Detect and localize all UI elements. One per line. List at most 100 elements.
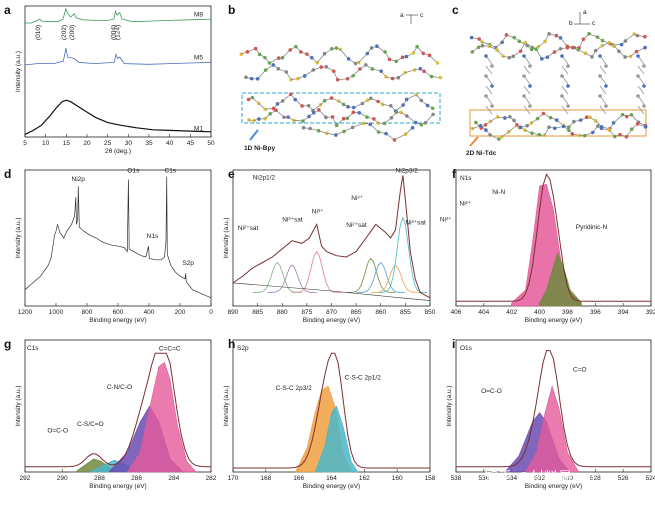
bond-line bbox=[523, 65, 531, 75]
panel-c-crystal-structure: 2D Ni-Tdc a b c bbox=[466, 9, 648, 157]
panel-letter-c: c bbox=[452, 3, 459, 17]
x-tick-label: 855 bbox=[400, 309, 411, 316]
x-axis-label: Binding energy (eV) bbox=[525, 483, 582, 490]
y-axis-label: Intensity (a.u.) bbox=[446, 385, 453, 426]
atom-dot bbox=[604, 104, 608, 108]
atom-dot bbox=[604, 84, 608, 88]
x-tick-label: 890 bbox=[228, 309, 239, 316]
pyridinic-n-peak-area bbox=[539, 252, 582, 307]
atom-dot bbox=[381, 102, 385, 107]
x-tick-label: 288 bbox=[94, 475, 105, 482]
panel-letter-h: h bbox=[228, 337, 235, 351]
atom-dot bbox=[636, 54, 640, 58]
x-tick-label: 10 bbox=[42, 140, 50, 147]
y-axis-label: Intensity (a.u.) bbox=[15, 217, 22, 258]
x-tick-label: 15 bbox=[63, 140, 71, 147]
annotation-label: (202) bbox=[61, 25, 68, 40]
background-line bbox=[232, 282, 431, 301]
annotation-label: N1s bbox=[460, 175, 472, 182]
panel-g-c1s-chart: 292 290 288 286 284 282 Binding energy (eV) Int… bbox=[15, 339, 217, 490]
atom-dot bbox=[484, 74, 488, 78]
atom-dot bbox=[490, 64, 494, 68]
x-tick-label: 162 bbox=[359, 475, 370, 482]
ni-n-peak-area bbox=[511, 184, 582, 307]
panel-letter-b: b bbox=[228, 3, 235, 17]
x-tick-label: 282 bbox=[206, 475, 217, 482]
x-tick-label: 292 bbox=[20, 475, 31, 482]
atom-dot bbox=[643, 45, 647, 50]
x-axis-label: Binding energy (eV) bbox=[303, 317, 360, 324]
annotation-label: Ni-N bbox=[492, 189, 505, 196]
bond-line bbox=[599, 105, 607, 115]
fit-component-peak bbox=[252, 261, 302, 293]
x-tick-label: 870 bbox=[326, 309, 337, 316]
atom-dot bbox=[522, 74, 526, 78]
panel-letter-g: g bbox=[4, 337, 11, 351]
fit-component-peak bbox=[356, 261, 406, 293]
atom-dot bbox=[566, 104, 570, 108]
panel-letter-a: a bbox=[4, 3, 11, 17]
annotation-label: C=O bbox=[573, 367, 587, 374]
panel-letter-d: d bbox=[4, 167, 11, 181]
atom-dot bbox=[438, 75, 443, 80]
bond-line bbox=[637, 105, 645, 115]
o1s-envelope-line bbox=[456, 350, 651, 468]
annotation-label: Ni²⁺ bbox=[440, 217, 452, 224]
legend-label: M5 bbox=[194, 55, 203, 62]
atom-dot bbox=[484, 54, 488, 58]
bond-line bbox=[406, 115, 416, 123]
y-axis-label: Intensity (a.u.) bbox=[223, 385, 230, 426]
x-tick-label: 40 bbox=[166, 140, 174, 147]
x-tick-label: 885 bbox=[252, 309, 263, 316]
x-tick-label: 160 bbox=[392, 475, 403, 482]
atom-dot bbox=[518, 125, 523, 130]
annotation-label: O1s bbox=[460, 345, 473, 352]
atom-dot bbox=[642, 64, 646, 68]
x-axis-label: Binding energy (eV) bbox=[303, 483, 360, 490]
x-tick-label: 875 bbox=[301, 309, 312, 316]
fit-component-peak bbox=[292, 250, 342, 293]
x-tick-label: 538 bbox=[451, 475, 462, 482]
caption-1d-ni-bpy: 1D Ni-Bpy bbox=[244, 145, 275, 152]
y-axis-label: Intensity (a.u.) bbox=[15, 385, 22, 426]
x-tick-label: 394 bbox=[618, 309, 629, 316]
atom-dot bbox=[431, 112, 435, 117]
c-o-peak-area bbox=[525, 385, 580, 473]
atom-dot bbox=[430, 106, 435, 111]
atom-dot bbox=[635, 122, 640, 126]
x-tick-label: 158 bbox=[425, 475, 436, 482]
panel-b-crystal-structure: 1D Ni-Bpy a c bbox=[239, 12, 443, 152]
annotation-label: Ni²⁺sat bbox=[346, 222, 367, 229]
c-c-c-peak-area bbox=[126, 361, 197, 473]
axis-label-a: a bbox=[400, 12, 404, 19]
bond-line bbox=[523, 105, 531, 115]
annotation-label: Ni³⁺ bbox=[351, 195, 363, 202]
pointer-arrow bbox=[249, 129, 259, 141]
atom-dot bbox=[528, 104, 532, 108]
atom-dot bbox=[522, 54, 526, 58]
legend-label: M1 bbox=[194, 125, 203, 132]
atom-dot bbox=[435, 61, 440, 65]
x-tick-label: 45 bbox=[187, 140, 195, 147]
bond-line bbox=[339, 49, 349, 60]
ni2p-spectrum-line bbox=[232, 175, 431, 299]
x-tick-label: 402 bbox=[506, 309, 517, 316]
atom-dot bbox=[566, 64, 570, 68]
bond-line bbox=[561, 65, 569, 75]
atom-dot bbox=[643, 34, 647, 39]
x-tick-label: 50 bbox=[207, 140, 215, 147]
bond-line bbox=[637, 85, 645, 95]
x-tick-label: 860 bbox=[375, 309, 386, 316]
x-axis-label: 2θ (deg.) bbox=[105, 148, 131, 155]
bond-line bbox=[561, 105, 569, 115]
highlight-box bbox=[469, 109, 647, 137]
bond-line bbox=[485, 105, 493, 115]
x-tick-label: 168 bbox=[260, 475, 271, 482]
x-tick-label: 1200 bbox=[18, 309, 33, 316]
bond-line bbox=[535, 49, 543, 59]
atom-dot bbox=[351, 110, 356, 115]
x-tick-label: 200 bbox=[175, 309, 186, 316]
annotation-label: (004) bbox=[111, 25, 118, 40]
atom-dot bbox=[522, 94, 526, 98]
legend-label: M8 bbox=[194, 11, 203, 18]
